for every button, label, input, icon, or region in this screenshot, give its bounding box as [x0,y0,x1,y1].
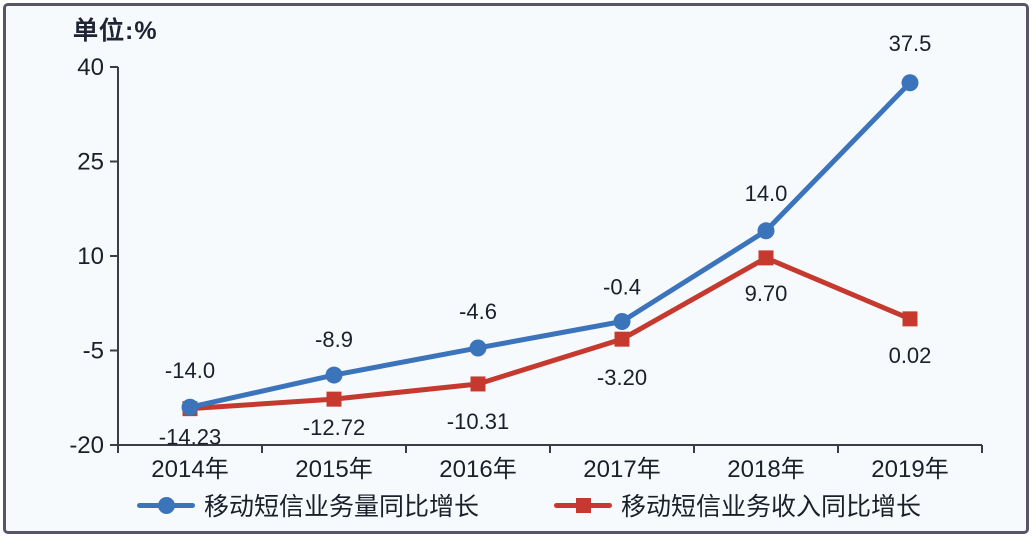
data-point-square [758,250,774,266]
data-point-label: -3.20 [597,365,647,390]
data-point-label: 0.02 [889,343,932,368]
x-category-label: 2015年 [295,456,372,483]
legend-label-revenue: 移动短信业务收入同比增长 [621,493,922,521]
data-point-label: -0.4 [603,275,641,300]
series-line-0 [187,80,913,410]
legend-line-circle-icon [137,496,195,514]
legend-item-revenue: 移动短信业务收入同比增长 [554,489,921,521]
data-point-label: -10.31 [447,409,509,434]
x-category-label: 2017年 [583,456,660,483]
data-point-circle [469,339,487,357]
data-point-circle [613,313,631,331]
y-tick-label: 10 [77,243,104,270]
data-point-label: 9.70 [745,281,788,306]
data-point-square [902,311,918,327]
legend-line-square-icon [554,496,612,514]
data-point-label: -4.6 [459,299,497,324]
legend-label-volume: 移动短信业务量同比增长 [204,493,480,521]
y-tick-label: 25 [77,149,104,176]
data-point-circle [757,222,775,240]
series-line-1 [187,255,913,412]
x-category-label: 2018年 [727,456,804,483]
data-point-square [326,391,342,407]
data-point-square [614,331,630,347]
y-tick-label: 40 [77,54,104,81]
data-point-square [470,376,486,392]
data-point-label: -8.9 [315,327,353,352]
data-point-label: -12.72 [303,415,365,440]
data-point-label: -14.23 [159,425,221,450]
x-category-label: 2019年 [871,456,948,483]
y-tick-label: -20 [69,432,104,459]
legend-item-volume: 移动短信业务量同比增长 [137,489,479,521]
data-point-circle [181,398,199,416]
x-category-label: 2016年 [439,456,516,483]
legend: 移动短信业务量同比增长 移动短信业务收入同比增长 [0,489,1036,521]
y-tick-label: -5 [83,338,104,365]
unit-label: 单位:% [73,17,158,45]
x-category-label: 2014年 [151,456,228,483]
data-point-label: 37.5 [889,31,932,56]
data-point-label: -14.0 [165,358,215,383]
data-point-circle [901,74,919,92]
data-point-circle [325,366,343,384]
data-point-label: 14.0 [745,181,788,206]
